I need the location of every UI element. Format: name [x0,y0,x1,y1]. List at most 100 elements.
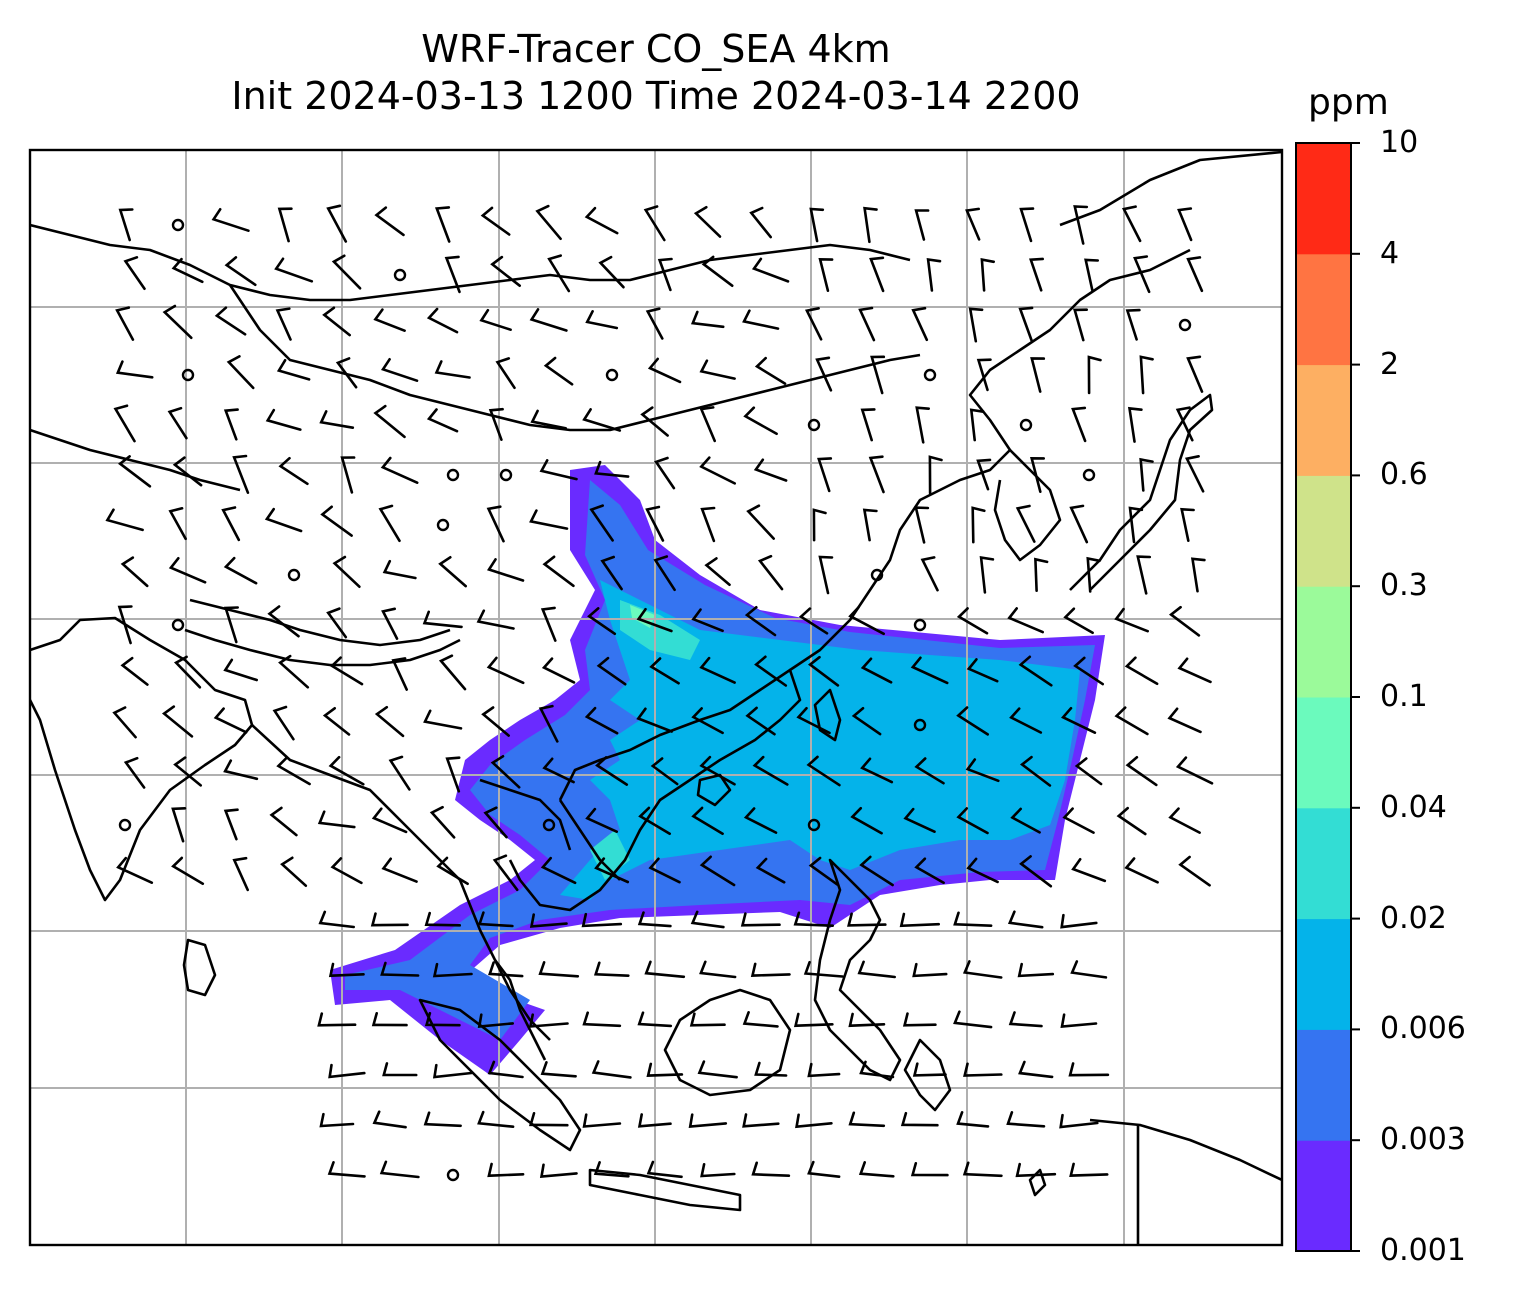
wind-barb [382,559,417,580]
border-mongolia-south [228,284,921,432]
wind-barb [1034,557,1049,592]
calm-marker [605,368,619,382]
wind-barb [593,961,630,977]
wind-barb [538,961,580,978]
wind-barb [486,558,525,582]
wind-barb [699,456,736,485]
wind-barb [115,360,154,379]
border-thailand [479,778,572,851]
wind-barb [968,307,984,343]
wind-barb [444,255,461,294]
wind-barb [1121,205,1142,243]
wind-barb [818,257,834,292]
wind-barb [162,304,193,340]
wind-barb [1007,910,1044,929]
wind-barb [648,857,681,884]
wind-barb [332,555,361,588]
wind-barb [326,607,348,639]
wind-barb [1019,755,1052,787]
wind-barb [539,1163,578,1179]
calm-marker [118,818,132,832]
wind-barb [644,960,686,979]
wind-barb [272,705,295,741]
wind-barb [327,1161,366,1178]
wind-barb [1186,256,1204,293]
wind-barb [860,657,893,684]
wind-barb [326,204,348,243]
wind-barb [223,808,239,841]
wind-barb [438,556,467,588]
wind-barb [1178,855,1211,887]
wind-barb [742,1011,779,1028]
wind-barb [280,856,308,887]
wind-barb [850,806,883,835]
border-laos-vietnam [558,799,621,881]
wind-barb [740,912,781,927]
wind-barb [585,807,618,833]
wind-barb [582,408,622,432]
wind-barb [330,857,363,885]
wind-barb [807,1062,841,1078]
coast-sulawesi [903,1038,952,1112]
wind-barb [690,310,725,329]
wind-barb [752,755,789,786]
wind-barb [542,757,575,784]
colorbar-tick-label: 4 [1380,235,1400,271]
wind-barb [528,1013,569,1028]
wind-barb [264,507,303,533]
wind-barb [743,406,778,436]
wind-barb [589,504,614,542]
wind-barb [863,206,878,244]
wind-barb [848,1111,886,1128]
wind-barb [1018,655,1053,687]
wind-barb [582,1011,622,1028]
wind-barb [1175,756,1214,785]
wind-barb [645,505,665,542]
wind-barb [480,206,511,236]
wind-barb [488,961,524,978]
wind-barb [1019,855,1053,888]
wind-barb [1086,556,1101,593]
wind-barb [848,606,885,636]
wind-barb [382,1062,418,1077]
wind-barb [1087,355,1102,395]
wind-barb [1073,656,1104,686]
wind-barb [587,607,617,636]
calm-marker [171,218,185,232]
wind-barb [976,358,992,392]
wind-barb [693,205,722,238]
wind-barb [815,356,833,392]
wind-barb [319,410,355,429]
colorbar-segment-3 [1296,807,1351,920]
calm-marker [870,568,884,582]
wind-barb [858,1161,895,1178]
wind-barb [529,509,569,530]
map-frame [28,148,1284,1247]
wind-barb [276,359,311,381]
wind-barb [750,962,791,977]
wind-barb [900,1111,939,1127]
wind-barb [647,357,682,384]
wind-barb [910,656,949,685]
wind-barb [161,705,194,738]
wind-barb [699,656,736,684]
wind-barb [1184,455,1205,493]
wind-barb [965,207,981,241]
wind-barb [329,656,364,686]
wind-barb [701,255,734,287]
wind-barb [749,206,772,239]
wind-barb [171,856,205,885]
wind-barb [479,308,512,331]
wind-barb [690,910,725,929]
wind-barb [492,854,519,892]
wind-barb [912,962,948,978]
wind-barb [538,704,559,743]
wind-barb [118,208,134,242]
wind-barb [477,1110,515,1128]
wind-barb [902,1012,937,1027]
colorbar-segment-0 [1296,1140,1351,1252]
wind-barb [223,408,239,441]
wind-barb [477,911,514,928]
wind-barb [112,706,137,739]
wind-barb [594,460,630,478]
